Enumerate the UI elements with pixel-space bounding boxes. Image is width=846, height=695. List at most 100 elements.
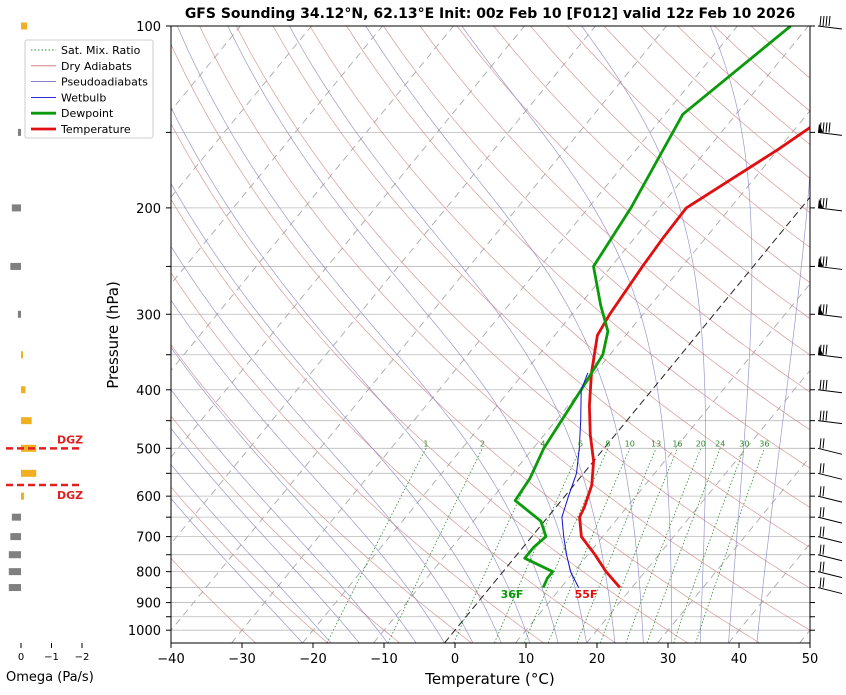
moist-adiabat-line [171, 389, 388, 643]
wind-barb-staff [817, 516, 843, 524]
mixing-ratio-line [576, 448, 657, 643]
dry-adiabat-line [566, 26, 810, 248]
omega-bars [8, 22, 37, 592]
mixing-ratio-label: 24 [715, 439, 725, 448]
wind-barb-feather [822, 344, 825, 355]
omega-bar [17, 128, 21, 136]
x-tick-label: −20 [299, 652, 326, 667]
dry-adiabats [171, 26, 810, 643]
y-axis-ticks: 100 200 300 400 500 600 700 800 900 1000 [128, 20, 815, 639]
omega-bar [21, 386, 26, 394]
dry-adiabat-line [171, 122, 688, 643]
wind-barb-staff [817, 131, 843, 136]
wind-barb [817, 410, 843, 425]
mixing-ratio-label: 36 [759, 439, 769, 448]
wind-barb-feather [822, 304, 825, 315]
isotherm-line [586, 369, 810, 643]
mixing-ratio-label: 13 [651, 439, 661, 448]
dry-adiabat-line [171, 344, 472, 643]
omega-bar [21, 351, 23, 359]
omega-panel: DGZ DGZ 0 −1 −2 Omega (Pa/s) [6, 22, 94, 685]
omega-ticks: 0 −1 −2 [18, 643, 90, 663]
moist-adiabat-line [171, 427, 360, 643]
isotherm-line [799, 629, 810, 643]
isotherm-line [231, 26, 738, 643]
mixing-ratio-line [326, 448, 427, 643]
omega-bar [11, 204, 21, 212]
moist-adiabat-line [171, 299, 445, 643]
dry-adiabat-line [714, 26, 810, 112]
wind-barb-staff [817, 554, 843, 562]
mixing-ratio-label: 1 [423, 439, 428, 448]
wind-barb-feather [825, 379, 828, 390]
dry-adiabat-line [383, 26, 810, 431]
dry-adiabat-line [346, 26, 810, 469]
moist-adiabat-line [171, 106, 531, 643]
dry-adiabat-line [171, 198, 616, 643]
wind-barb [817, 304, 843, 318]
isotherm-line [373, 109, 810, 643]
x-tick-label: 30 [660, 652, 677, 667]
legend-entry: Dry Adiabats [61, 60, 132, 73]
x-axis-label: Temperature (°C) [424, 670, 554, 688]
moist-adiabat-line [171, 245, 474, 643]
omega-bar [21, 22, 28, 30]
wind-barb-feather [819, 15, 822, 27]
x-tick-label: 40 [731, 652, 748, 667]
y-tick-label: 100 [136, 20, 161, 35]
mixing-ratio-label: 2 [480, 439, 485, 448]
wind-barb [817, 561, 843, 579]
wind-barb-staff [817, 389, 843, 394]
mixing-ratio-line [625, 448, 702, 643]
wind-barb-feather [819, 410, 822, 421]
mixing-ratio-line [646, 448, 721, 643]
x-tick-label: −30 [228, 652, 255, 667]
omega-x-tick-label: −2 [75, 652, 90, 663]
dry-adiabat-line [171, 557, 256, 643]
wind-barb-staff [817, 447, 843, 455]
wind-barb [817, 486, 843, 503]
mixing-ratio-line [695, 448, 765, 643]
wind-barb-pennant [818, 123, 823, 133]
moist-adiabat-line [171, 463, 332, 643]
profiles [513, 26, 810, 589]
legend-entry: Temperature [60, 123, 131, 136]
omega-bar [11, 513, 21, 521]
mixing-ratio-label: 30 [739, 439, 749, 448]
omega-bar [10, 533, 21, 541]
moist-adiabat-line [709, 26, 753, 643]
wind-barb-feather [825, 256, 828, 267]
wind-barb-feather [825, 15, 828, 27]
dry-adiabat-line [309, 26, 810, 508]
dgz-top-label: DGZ [57, 433, 83, 446]
legend-entry: Wetbulb [61, 91, 106, 104]
isotherm-grid [0, 26, 810, 643]
wind-barb-feather [828, 15, 831, 27]
moist-adiabat-line [461, 26, 673, 643]
mixing-ratio-line [547, 448, 631, 643]
mixing-ratio-line [673, 448, 745, 643]
wind-barb-staff [817, 265, 843, 270]
y-axis-label: Pressure (hPa) [104, 281, 122, 389]
legend-box [24, 39, 154, 139]
isotherm-line [171, 26, 312, 198]
wind-barb-feather [822, 15, 825, 27]
moist-adiabat-line [176, 26, 559, 643]
omega-bar [21, 469, 37, 477]
omega-bar [10, 262, 21, 270]
isotherm-line [0, 26, 27, 643]
y-tick-label: 200 [136, 202, 161, 217]
wind-barb-staff [817, 354, 843, 359]
wind-barb-feather [822, 526, 825, 537]
wind-barb-pennant [818, 198, 823, 208]
wind-barb-feather [825, 344, 828, 355]
wind-barb-feather [825, 122, 828, 133]
wind-barb-feather [828, 122, 831, 133]
mixing-ratio-label: 10 [625, 439, 635, 448]
wind-barb [817, 438, 843, 455]
dry-adiabat-line [419, 26, 810, 393]
x-tick-label: 20 [589, 652, 606, 667]
omega-dgz: DGZ DGZ [6, 433, 83, 502]
zero-isotherm-line [444, 196, 810, 643]
